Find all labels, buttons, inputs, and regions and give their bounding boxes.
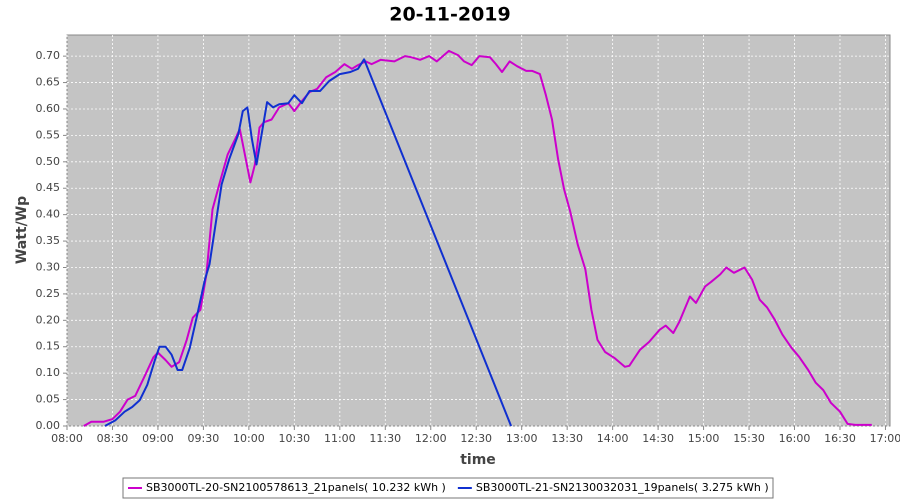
x-tick-label: 09:00 bbox=[142, 432, 174, 445]
legend bbox=[122, 477, 774, 499]
x-tick-label: 16:30 bbox=[824, 432, 856, 445]
y-tick-label: 0.45 bbox=[36, 181, 61, 194]
x-tick-label: 17:00 bbox=[870, 432, 900, 445]
x-tick-label: 12:30 bbox=[460, 432, 492, 445]
x-tick-label: 10:30 bbox=[278, 432, 310, 445]
legend-label: SB3000TL-20-SN2100578613_21panels( 10.23… bbox=[146, 481, 446, 494]
y-axis-label: Watt/Wp bbox=[14, 196, 30, 264]
plot-area bbox=[66, 34, 891, 427]
x-tick-label: 08:00 bbox=[51, 432, 83, 445]
x-tick-label: 10:00 bbox=[233, 432, 265, 445]
x-axis-label: time bbox=[460, 452, 496, 468]
y-tick-label: 0.70 bbox=[36, 49, 61, 62]
y-tick-label: 0.55 bbox=[36, 128, 61, 141]
x-tick-label: 08:30 bbox=[97, 432, 129, 445]
x-tick-label: 13:00 bbox=[506, 432, 538, 445]
y-tick-label: 0.25 bbox=[36, 287, 61, 300]
x-tick-label: 14:30 bbox=[642, 432, 674, 445]
y-tick-label: 0.05 bbox=[36, 393, 61, 406]
y-tick-label: 0.50 bbox=[36, 155, 61, 168]
y-tick-label: 0.00 bbox=[36, 419, 61, 432]
x-tick-label: 11:30 bbox=[369, 432, 401, 445]
y-tick-label: 0.30 bbox=[36, 260, 61, 273]
chart-title: 20-11-2019 bbox=[389, 4, 511, 26]
legend-label: SB3000TL-21-SN2130032031_19panels( 3.275… bbox=[476, 481, 769, 494]
y-tick-label: 0.60 bbox=[36, 102, 61, 115]
y-tick-label: 0.40 bbox=[36, 208, 61, 221]
y-tick-label: 0.35 bbox=[36, 234, 61, 247]
y-tick-label: 0.10 bbox=[36, 366, 61, 379]
series-line bbox=[104, 58, 513, 427]
x-tick-label: 12:00 bbox=[415, 432, 447, 445]
y-tick-label: 0.20 bbox=[36, 313, 61, 326]
series-line bbox=[83, 49, 872, 427]
x-tick-label: 15:30 bbox=[733, 432, 765, 445]
y-tick-label: 0.65 bbox=[36, 76, 61, 89]
y-tick-label: 0.15 bbox=[36, 340, 61, 353]
x-tick-label: 14:00 bbox=[597, 432, 629, 445]
x-tick-label: 16:00 bbox=[779, 432, 811, 445]
x-tick-label: 13:30 bbox=[551, 432, 583, 445]
x-tick-label: 09:30 bbox=[188, 432, 220, 445]
x-tick-label: 11:00 bbox=[324, 432, 356, 445]
x-tick-label: 15:00 bbox=[688, 432, 720, 445]
